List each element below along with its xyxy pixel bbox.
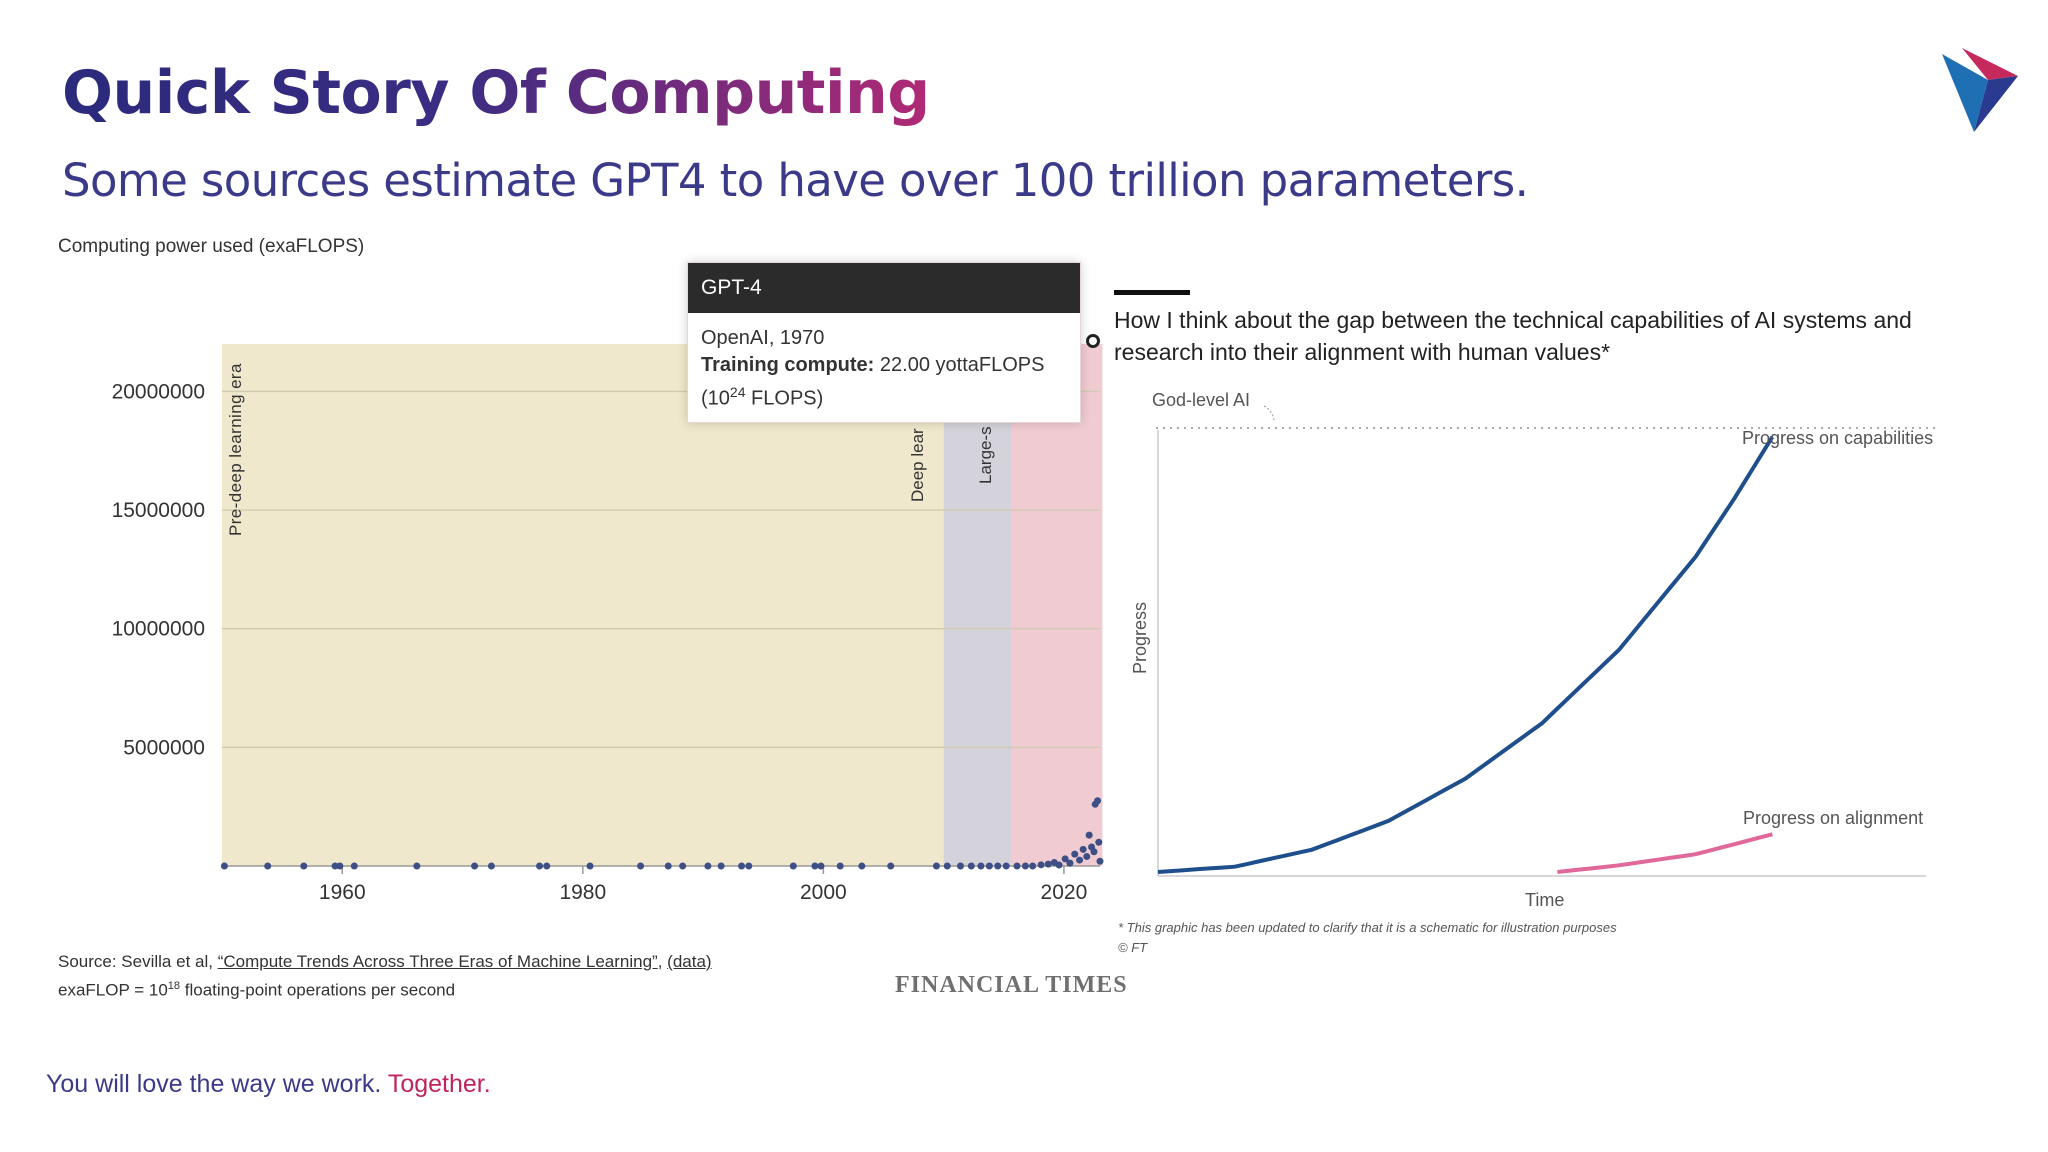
y-tick-label-1: 10000000	[112, 618, 205, 641]
data-point-17	[738, 862, 746, 870]
data-point-6	[413, 862, 421, 870]
y-tick-label-3: 20000000	[112, 380, 205, 403]
x-tick-label-1: 1980	[559, 881, 606, 904]
data-point-4	[336, 862, 344, 870]
data-point-25	[932, 862, 940, 870]
y-axis-label: Progress	[1130, 601, 1150, 674]
y-tick-label-0: 5000000	[123, 736, 205, 759]
data-point-40	[1061, 855, 1069, 863]
data-point-5	[350, 862, 358, 870]
god-level-pointer	[1263, 405, 1275, 421]
tooltip-unit: (1024 FLOPS)	[701, 384, 824, 410]
alignment-label: Progress on alignment	[1743, 808, 1924, 828]
x-tick-label-0: 1960	[319, 881, 366, 904]
data-point-35	[1029, 862, 1037, 870]
data-point-2	[300, 862, 308, 870]
data-point-23	[858, 862, 866, 870]
data-point-21	[817, 862, 825, 870]
tooltip-compute: Training compute: 22.00 yottaFLOPS	[701, 354, 1045, 376]
data-point-12	[637, 862, 645, 870]
data-point-0	[220, 862, 228, 870]
data-point-34	[1021, 862, 1029, 870]
series-line-alignment	[1557, 832, 1773, 874]
data-point-10	[543, 862, 551, 870]
capabilities-label: Progress on capabilities	[1742, 428, 1934, 448]
footer-tagline: You will love the way we work. Together.	[46, 1070, 491, 1098]
x-tick-label-3: 2020	[1041, 881, 1088, 904]
data-point-29	[977, 862, 985, 870]
tooltip-title: GPT-4	[688, 263, 1080, 313]
data-point-15	[704, 862, 712, 870]
data-point-7	[471, 862, 479, 870]
data-point-18	[745, 862, 753, 870]
era-band-0	[222, 344, 944, 866]
data-point-37	[1044, 860, 1052, 868]
data-point-20	[811, 862, 819, 870]
data-point-22	[836, 862, 844, 870]
data-point-27	[956, 862, 964, 870]
data-point-1	[264, 862, 272, 870]
data-point-44	[1079, 845, 1087, 853]
footer-accent: Together.	[387, 1070, 491, 1098]
data-point-52	[1096, 857, 1104, 865]
data-point-51	[1095, 838, 1103, 846]
play-triangle-logo-icon	[1940, 48, 2020, 137]
tooltip-org-year: OpenAI, 1970	[701, 327, 825, 349]
data-point-8	[487, 862, 495, 870]
left-chart-ylabel: Computing power used (exaFLOPS)	[58, 236, 365, 257]
page-title: Quick Story Of Computing	[62, 58, 930, 128]
data-point-24	[887, 862, 895, 870]
y-tick-label-2: 15000000	[112, 499, 205, 522]
data-point-26	[943, 862, 951, 870]
right-chart-note: * This graphic has been updated to clari…	[1118, 920, 1617, 955]
data-point-9	[536, 862, 544, 870]
data-link[interactable]: (data)	[667, 952, 712, 971]
series-line-capabilities	[1157, 435, 1775, 874]
data-point-14	[679, 862, 687, 870]
page-subtitle: Some sources estimate GPT4 to have over …	[62, 154, 1529, 207]
gpt4-tooltip: GPT-4 OpenAI, 1970 Training compute: 22.…	[687, 262, 1081, 423]
data-point-50	[1094, 797, 1102, 805]
data-point-42	[1071, 850, 1079, 858]
data-point-32	[1002, 862, 1010, 870]
god-level-label: God-level AI	[1152, 390, 1251, 410]
x-axis-label: Time	[1525, 890, 1565, 910]
data-point-33	[1013, 862, 1021, 870]
right-chart-rule	[1114, 290, 1190, 295]
data-point-30	[985, 862, 993, 870]
left-chart-source: Source: Sevilla et al, “Compute Trends A…	[58, 952, 712, 1000]
data-point-43	[1076, 856, 1084, 864]
data-point-39	[1055, 861, 1063, 869]
data-point-28	[967, 862, 975, 870]
data-point-48	[1090, 848, 1098, 856]
data-point-3	[331, 862, 339, 870]
x-tick-label-2: 2000	[800, 881, 847, 904]
gpt4-highlight-marker[interactable]	[1086, 334, 1100, 348]
data-point-31	[994, 862, 1002, 870]
source-link[interactable]: “Compute Trends Across Three Eras of Mac…	[217, 952, 658, 971]
data-point-36	[1037, 861, 1045, 869]
data-point-45	[1083, 853, 1091, 861]
data-point-19	[789, 862, 797, 870]
right-chart-title: How I think about the gap between the te…	[1114, 307, 1912, 365]
data-point-41	[1066, 859, 1074, 867]
era-band-1	[943, 344, 1011, 866]
data-point-46	[1085, 831, 1093, 839]
era-band-2	[1010, 344, 1103, 866]
data-point-16	[717, 862, 725, 870]
data-point-11	[586, 862, 594, 870]
data-point-13	[664, 862, 672, 870]
ft-brand: FINANCIAL TIMES	[895, 972, 1128, 998]
